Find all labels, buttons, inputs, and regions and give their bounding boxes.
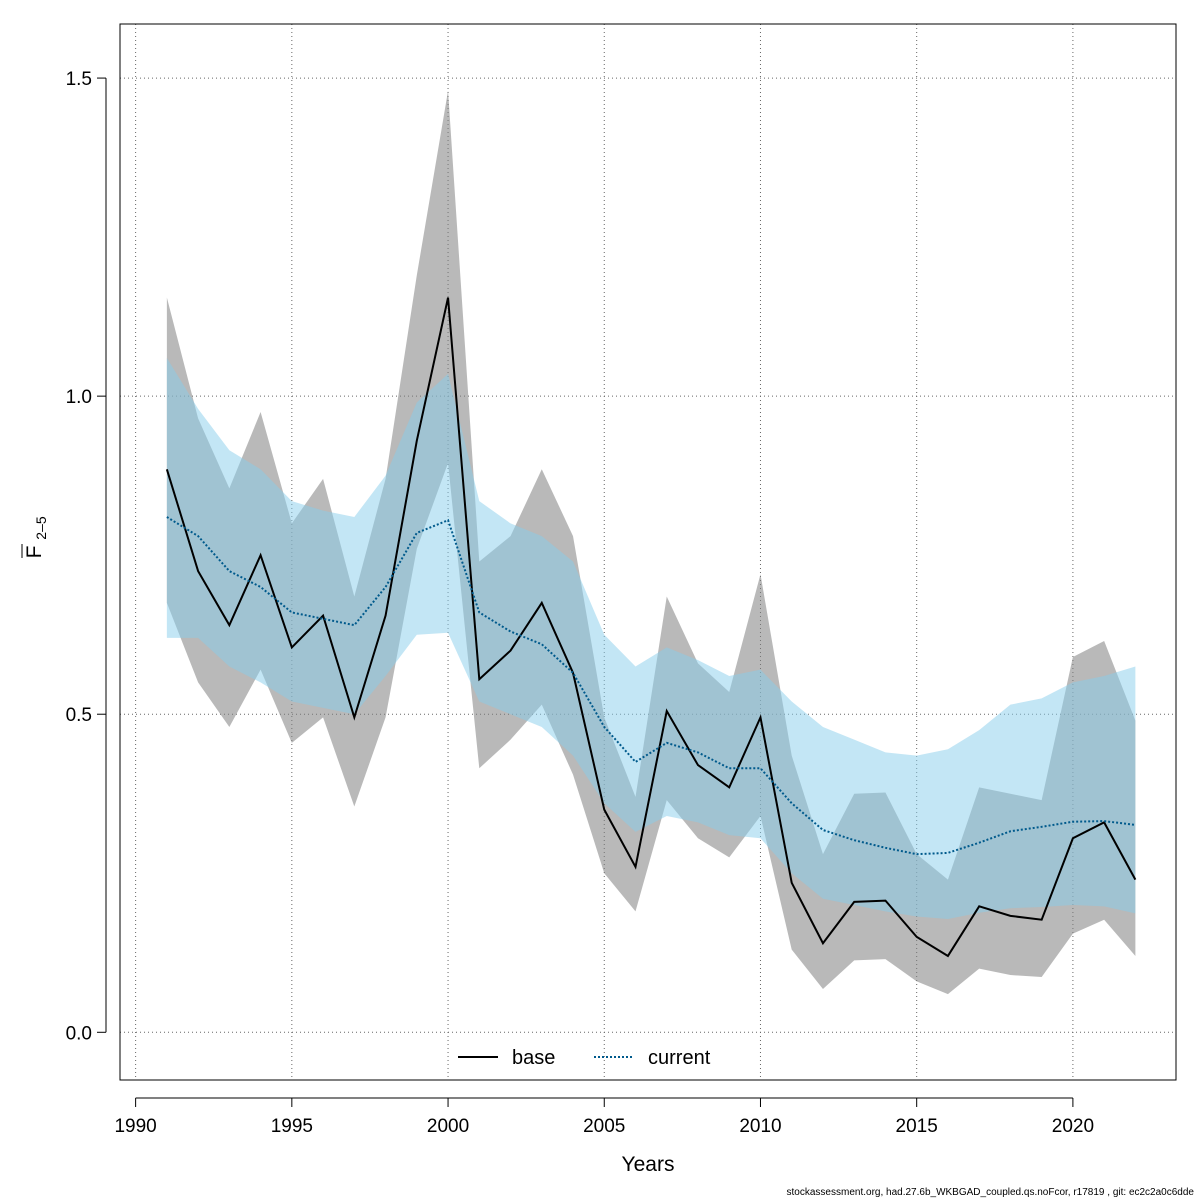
x-tick-label-1995: 1995 bbox=[271, 1116, 313, 1137]
x-axis-title: Years bbox=[622, 1153, 675, 1176]
x-tick-label-2005: 2005 bbox=[583, 1116, 625, 1137]
x-tick-label-2010: 2010 bbox=[739, 1116, 781, 1137]
plot-border bbox=[119, 23, 1177, 1081]
y-tick-label-1.0: 1.0 bbox=[66, 387, 92, 408]
x-tick-label-2020: 2020 bbox=[1052, 1116, 1094, 1137]
legend-label-current: current bbox=[648, 1047, 711, 1069]
legend: base current bbox=[458, 1047, 711, 1069]
legend-label-base: base bbox=[512, 1047, 555, 1069]
axes: 1990 1995 2000 2005 2010 2015 2020 0.0 0.5 1.0 1.5 bbox=[66, 69, 1094, 1137]
line-current bbox=[166, 516, 1136, 856]
y-axis-title-sub: 2–5 bbox=[33, 516, 49, 540]
y-tick-label-0.0: 0.0 bbox=[66, 1023, 92, 1044]
confidence-bands bbox=[166, 90, 1136, 995]
x-tick-label-2000: 2000 bbox=[427, 1116, 469, 1137]
line-base bbox=[165, 297, 1137, 958]
x-tick-label-1990: 1990 bbox=[114, 1116, 156, 1137]
y-axis-title-main: F bbox=[23, 546, 46, 559]
series-lines bbox=[165, 297, 1137, 958]
x-tick-label-2015: 2015 bbox=[896, 1116, 938, 1137]
band-current bbox=[166, 357, 1136, 920]
footer-caption: stockassessment.org, had.27.6b_WKBGAD_co… bbox=[786, 1187, 1194, 1198]
y-tick-label-0.5: 0.5 bbox=[66, 705, 92, 726]
y-axis-title: F 2–5 bbox=[21, 516, 49, 559]
y-tick-label-1.5: 1.5 bbox=[66, 69, 92, 90]
